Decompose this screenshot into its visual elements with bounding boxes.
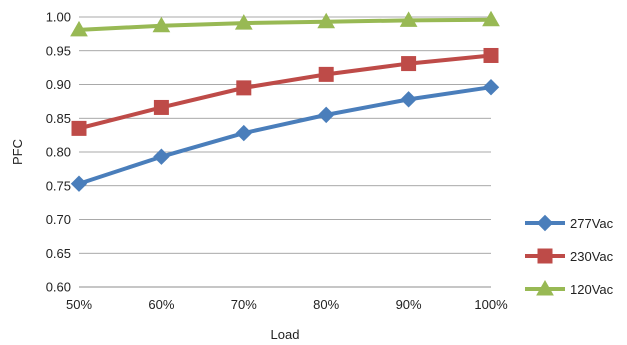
series-277Vac bbox=[70, 78, 500, 192]
legend-item: 120Vac bbox=[525, 279, 614, 297]
x-tick-label: 50% bbox=[66, 297, 92, 312]
y-tick-label: 0.60 bbox=[46, 280, 71, 295]
series-line bbox=[78, 85, 492, 186]
legend-label: 277Vac bbox=[570, 216, 614, 231]
legend-label: 230Vac bbox=[570, 249, 614, 264]
data-point bbox=[482, 10, 500, 27]
data-point bbox=[236, 80, 252, 96]
x-tick-label: 100% bbox=[474, 297, 508, 312]
y-tick-label: 0.80 bbox=[46, 145, 71, 160]
data-point bbox=[153, 148, 170, 165]
data-point bbox=[317, 12, 336, 29]
data-point bbox=[71, 120, 87, 136]
series-line bbox=[78, 17, 492, 32]
data-point bbox=[483, 47, 499, 63]
x-tick-label: 60% bbox=[148, 297, 174, 312]
series-group bbox=[70, 10, 500, 192]
y-tick-label: 1.00 bbox=[46, 10, 71, 25]
data-point bbox=[153, 99, 169, 115]
legend-marker bbox=[537, 248, 553, 264]
y-tick-label: 0.75 bbox=[46, 178, 71, 193]
series-line bbox=[78, 53, 492, 131]
y-tick-label: 0.90 bbox=[46, 77, 71, 92]
y-axis-ticks: 0.60 0.65 0.70 0.75 0.80 0.85 0.90 0.95 1.00 bbox=[46, 10, 71, 295]
x-tick-label: 70% bbox=[231, 297, 257, 312]
data-point bbox=[70, 175, 88, 192]
legend-item: 277Vac bbox=[525, 214, 614, 232]
series-230Vac bbox=[71, 47, 499, 136]
data-point bbox=[399, 11, 418, 27]
series-120Vac bbox=[70, 10, 500, 37]
legend-marker bbox=[536, 279, 554, 296]
legend-label: 120Vac bbox=[570, 282, 614, 297]
legend-item: 230Vac bbox=[525, 248, 614, 264]
data-point bbox=[400, 91, 417, 108]
y-axis-title: PFC bbox=[10, 139, 25, 165]
x-axis-ticks: 50% 60% 70% 80% 90% 100% bbox=[66, 297, 508, 312]
data-point bbox=[317, 106, 335, 124]
y-tick-label: 0.85 bbox=[46, 111, 71, 126]
x-tick-label: 80% bbox=[313, 297, 339, 312]
x-tick-label: 90% bbox=[396, 297, 422, 312]
y-tick-label: 0.70 bbox=[46, 212, 71, 227]
x-axis-title: Load bbox=[271, 327, 300, 342]
data-point bbox=[401, 56, 417, 72]
legend-marker bbox=[536, 214, 554, 232]
y-tick-label: 0.65 bbox=[46, 246, 71, 261]
data-point bbox=[318, 66, 334, 82]
grid-lines bbox=[79, 16, 491, 254]
data-point bbox=[482, 78, 500, 96]
y-tick-label: 0.95 bbox=[46, 43, 71, 58]
legend: 277Vac 230Vac 120Vac bbox=[525, 214, 614, 297]
data-point bbox=[235, 124, 253, 142]
data-point bbox=[70, 20, 88, 37]
data-point bbox=[234, 14, 253, 30]
data-point bbox=[152, 16, 171, 33]
